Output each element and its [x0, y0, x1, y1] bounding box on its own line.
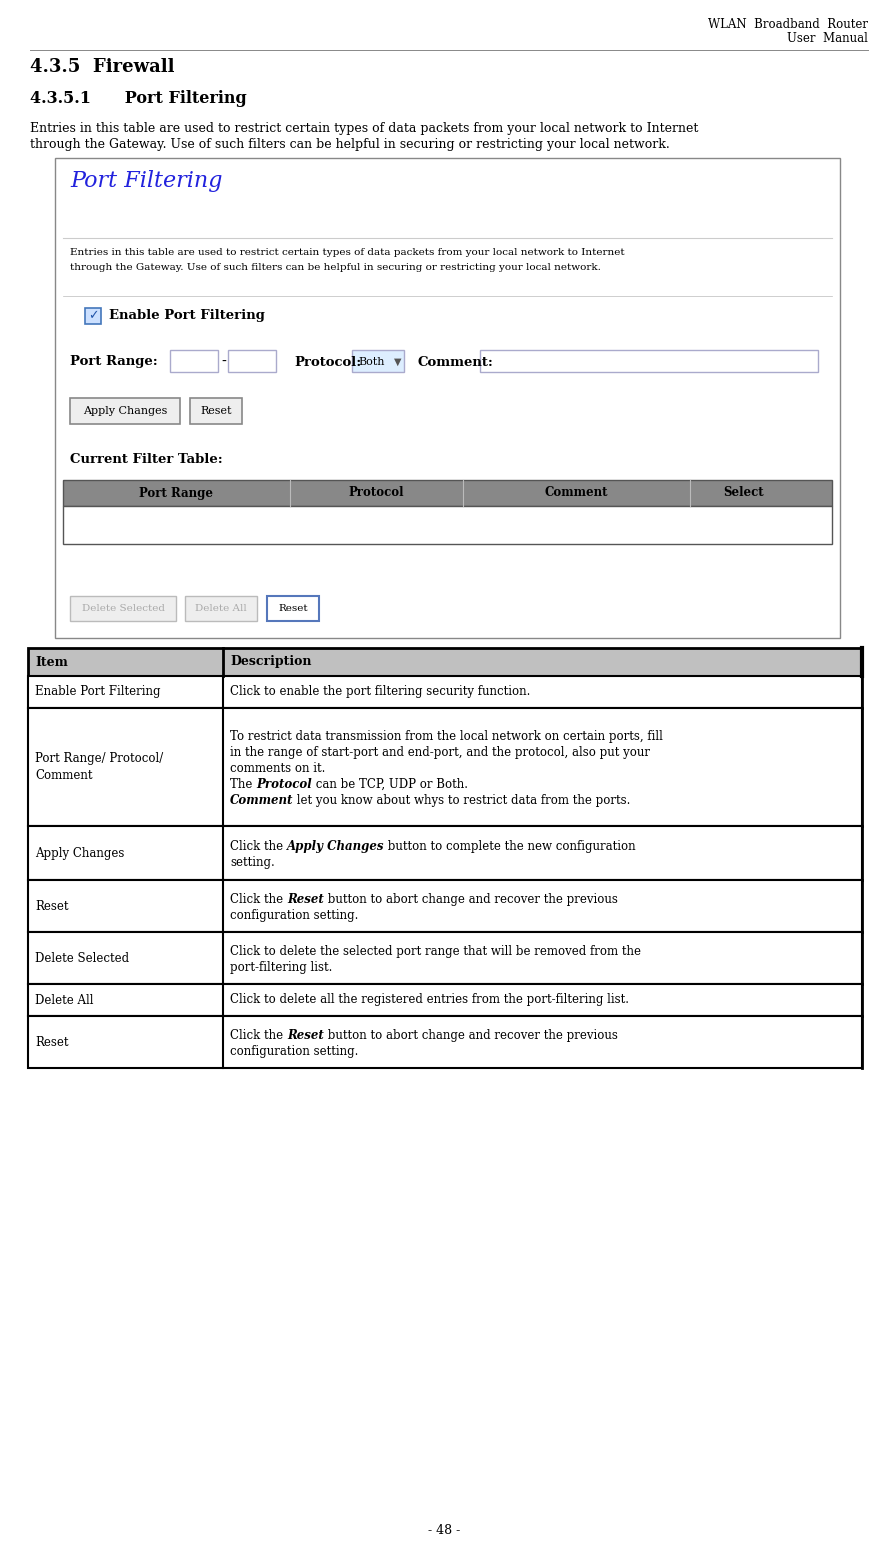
Text: ✓: ✓ [88, 309, 99, 323]
Text: can be TCP, UDP or Both.: can be TCP, UDP or Both. [312, 778, 468, 790]
Text: Port Filtering: Port Filtering [70, 169, 222, 193]
Text: The: The [230, 778, 256, 790]
Text: Click to delete the selected port range that will be removed from the: Click to delete the selected port range … [230, 944, 641, 958]
Bar [170, 349, 218, 373]
Text: Both: Both [358, 357, 385, 367]
Text: button to complete the new configuration: button to complete the new configuration [384, 840, 636, 853]
Text: 4.3.5.1      Port Filtering: 4.3.5.1 Port Filtering [30, 90, 247, 107]
Bar [28, 1016, 862, 1068]
Text: Protocol: Protocol [256, 778, 312, 790]
Bar [28, 648, 862, 676]
Text: Delete All: Delete All [195, 604, 247, 613]
Text: Comment:: Comment: [418, 356, 494, 368]
Text: Port Range:: Port Range: [70, 356, 157, 368]
Text: Delete Selected: Delete Selected [82, 604, 164, 613]
Text: Click to enable the port filtering security function.: Click to enable the port filtering secur… [230, 685, 531, 699]
Text: 4.3.5  Firewall: 4.3.5 Firewall [30, 57, 174, 76]
Text: Item: Item [35, 655, 68, 668]
Text: Description: Description [230, 655, 311, 668]
Bar [28, 1016, 862, 1068]
Text: configuration setting.: configuration setting. [230, 909, 358, 922]
Bar [185, 596, 257, 621]
Text: Enable Port Filtering: Enable Port Filtering [109, 309, 265, 321]
Bar [70, 596, 176, 621]
Bar [267, 596, 319, 621]
Text: - 48 -: - 48 - [428, 1523, 461, 1536]
Text: To restrict data transmission from the local network on certain ports, fill: To restrict data transmission from the l… [230, 730, 663, 742]
Text: Apply Changes: Apply Changes [287, 840, 384, 853]
Text: Comment: Comment [230, 794, 293, 808]
Text: Click the: Click the [230, 1028, 287, 1042]
Text: Delete All: Delete All [35, 994, 93, 1006]
Text: Reset: Reset [200, 405, 232, 416]
Text: Reset: Reset [35, 899, 68, 913]
Text: Click to delete all the registered entries from the port-filtering list.: Click to delete all the registered entri… [230, 994, 629, 1006]
Text: Select: Select [724, 486, 764, 500]
Text: let you know about whys to restrict data from the ports.: let you know about whys to restrict data… [293, 794, 631, 808]
Text: Reset: Reset [287, 893, 324, 905]
Text: through the Gateway. Use of such filters can be helpful in securing or restricti: through the Gateway. Use of such filters… [70, 262, 601, 272]
Bar [85, 307, 101, 325]
Bar [28, 932, 862, 985]
Text: Current Filter Table:: Current Filter Table: [70, 453, 223, 466]
Text: Reset: Reset [287, 1028, 324, 1042]
Text: port-filtering list.: port-filtering list. [230, 961, 332, 974]
Text: Entries in this table are used to restrict certain types of data packets from yo: Entries in this table are used to restri… [30, 123, 699, 135]
Text: button to abort change and recover the previous: button to abort change and recover the p… [324, 1028, 618, 1042]
Text: Apply Changes: Apply Changes [35, 846, 124, 859]
Bar [28, 985, 862, 1016]
Bar [28, 826, 862, 881]
Bar [63, 480, 832, 506]
Text: Apply Changes: Apply Changes [83, 405, 167, 416]
Text: WLAN  Broadband  Router: WLAN Broadband Router [708, 19, 868, 31]
Bar [228, 349, 276, 373]
Bar [28, 826, 862, 881]
Bar [28, 932, 862, 985]
Text: comments on it.: comments on it. [230, 763, 325, 775]
Bar [28, 676, 862, 708]
Text: in the range of start-port and end-port, and the protocol, also put your: in the range of start-port and end-port,… [230, 745, 650, 759]
Text: setting.: setting. [230, 856, 275, 868]
Bar [63, 506, 832, 544]
Text: -: - [221, 356, 226, 370]
Text: Protocol:: Protocol: [294, 356, 361, 368]
Text: Port Range: Port Range [140, 486, 213, 500]
Bar [28, 708, 862, 826]
Text: Comment: Comment [545, 486, 608, 500]
Text: Click the: Click the [230, 893, 287, 905]
Bar [63, 480, 832, 506]
Bar [190, 398, 242, 424]
Text: Reset: Reset [278, 604, 308, 613]
Text: Port Range/ Protocol/
Comment: Port Range/ Protocol/ Comment [35, 752, 164, 781]
Bar [352, 349, 404, 373]
Text: Click the: Click the [230, 840, 287, 853]
Bar [28, 881, 862, 932]
Text: Entries in this table are used to restrict certain types of data packets from yo: Entries in this table are used to restri… [70, 248, 625, 256]
Bar [28, 881, 862, 932]
Text: Enable Port Filtering: Enable Port Filtering [35, 685, 161, 699]
Bar [55, 158, 840, 638]
Text: Reset: Reset [35, 1036, 68, 1048]
Bar [28, 985, 862, 1016]
Bar [70, 398, 180, 424]
Text: User  Manual: User Manual [787, 33, 868, 45]
Text: through the Gateway. Use of such filters can be helpful in securing or restricti: through the Gateway. Use of such filters… [30, 138, 669, 151]
Bar [28, 708, 862, 826]
Text: Protocol: Protocol [348, 486, 404, 500]
Bar [480, 349, 818, 373]
Text: button to abort change and recover the previous: button to abort change and recover the p… [324, 893, 618, 905]
Bar [28, 676, 862, 708]
Text: ▼: ▼ [394, 357, 402, 367]
Text: configuration setting.: configuration setting. [230, 1045, 358, 1058]
Text: Delete Selected: Delete Selected [35, 952, 129, 964]
Bar [28, 648, 862, 676]
